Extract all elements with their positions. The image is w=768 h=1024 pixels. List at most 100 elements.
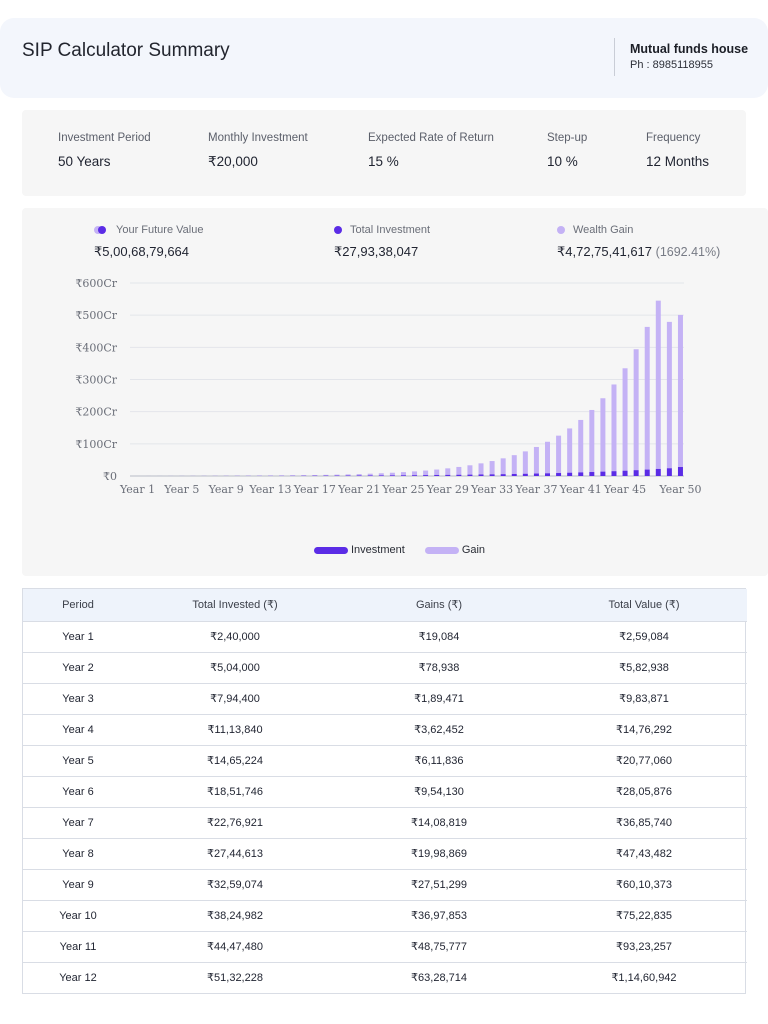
legend-gain-swatch <box>424 546 459 554</box>
cell-gains: ₹1,89,471 <box>337 682 541 714</box>
cell-period: Year 9 <box>23 868 133 900</box>
cell-total-invested: ₹22,76,921 <box>133 806 337 838</box>
bar-investment <box>666 468 672 476</box>
x-tick-label: Year 21 <box>337 483 380 496</box>
table-row: Year 10 ₹38,24,982 ₹36,97,853 ₹75,22,835 <box>23 899 747 931</box>
chart-legend: Investment Gain <box>314 544 485 556</box>
cell-gains: ₹19,084 <box>337 620 541 652</box>
table-row: Year 8 ₹27,44,613 ₹19,98,869 ₹47,43,482 <box>23 837 747 869</box>
bar-gain <box>301 475 307 476</box>
bar-investment <box>511 473 517 476</box>
cell-total-invested: ₹51,32,228 <box>133 961 337 993</box>
bar-investment <box>500 474 506 476</box>
param-label: Step-up <box>547 132 588 144</box>
summary-value: ₹27,93,38,047 <box>334 244 419 259</box>
x-tick-label: Year 45 <box>603 483 646 496</box>
param-value: 50 Years <box>58 154 111 169</box>
cell-total-value: ₹1,14,60,942 <box>541 961 747 993</box>
future-value-dot-icon <box>94 226 106 234</box>
cell-total-invested: ₹14,65,224 <box>133 744 337 776</box>
column-header-gains: Gains (₹) <box>415 599 463 612</box>
cell-period: Year 2 <box>23 651 133 683</box>
param-investment-period: Investment Period 50 Years <box>58 132 151 169</box>
cell-total-invested: ₹11,13,840 <box>133 713 337 745</box>
stacked-bar-chart: ₹0 ₹100Cr ₹200Cr ₹300Cr ₹400Cr ₹500Cr ₹600Cr Ye… <box>75 277 701 496</box>
cell-period: Year 8 <box>23 837 133 869</box>
param-step-up: Step-up 10 % <box>547 132 587 169</box>
bar-gain <box>345 474 351 476</box>
cell-period: Year 4 <box>23 713 133 745</box>
param-value: 12 Months <box>646 154 710 169</box>
param-monthly-investment: Monthly Investment ₹20,000 <box>208 132 308 170</box>
table-row: Year 11 ₹44,47,480 ₹48,75,777 ₹93,23,257 <box>23 930 747 962</box>
input-parameters-panel: Investment Period 50 Years Monthly Inves… <box>22 110 746 196</box>
bar-investment <box>389 475 395 476</box>
cell-total-value: ₹60,10,373 <box>541 868 747 900</box>
x-tick-label: Year 25 <box>381 483 424 496</box>
bar-gain <box>644 326 650 470</box>
fund-house-phone: Ph : 8985118955 <box>630 59 713 71</box>
summary-wealth-gain: Wealth Gain ₹4,72,75,41,617 (1692.41%) <box>557 224 720 260</box>
fund-house-name: Mutual funds house <box>630 42 749 56</box>
summary-label: Your Future Value <box>116 224 204 236</box>
bar-gain <box>434 469 440 475</box>
table-row: Year 7 ₹22,76,921 ₹14,08,819 ₹36,85,740 <box>23 806 747 838</box>
bar-gain <box>412 471 418 476</box>
y-tick-label: ₹0 <box>103 470 117 483</box>
cell-total-invested: ₹5,04,000 <box>133 651 337 683</box>
bar-investment <box>567 472 573 476</box>
bar-investment <box>556 473 562 476</box>
bar-investment <box>522 473 528 476</box>
table-row: Year 5 ₹14,65,224 ₹6,11,836 ₹20,77,060 <box>23 744 747 776</box>
cell-total-value: ₹75,22,835 <box>541 899 747 931</box>
param-value: ₹20,000 <box>208 154 258 169</box>
cell-total-value: ₹14,76,292 <box>541 713 747 745</box>
summary-value: ₹5,00,68,79,664 <box>94 244 190 259</box>
bar-investment <box>400 475 406 476</box>
bar-gain <box>400 472 406 476</box>
bar-investment <box>423 475 429 476</box>
table-row: Year 12 ₹51,32,228 ₹63,28,714 ₹1,14,60,942 <box>23 961 747 993</box>
cell-period: Year 6 <box>23 775 133 807</box>
x-tick-label: Year 17 <box>293 483 336 496</box>
table-row: Year 3 ₹7,94,400 ₹1,89,471 ₹9,83,871 <box>23 682 747 714</box>
column-header-total-invested: Total Invested (₹) <box>192 599 278 612</box>
cell-total-invested: ₹27,44,613 <box>133 837 337 869</box>
cell-period: Year 5 <box>23 744 133 776</box>
bar-investment <box>600 471 606 476</box>
table-row: Year 9 ₹32,59,074 ₹27,51,299 ₹60,10,373 <box>23 868 747 900</box>
bar-gain <box>334 474 340 476</box>
bar-gain <box>312 475 318 476</box>
x-tick-label: Year 29 <box>426 483 469 496</box>
cell-gains: ₹36,97,853 <box>337 899 541 931</box>
cell-total-invested: ₹2,40,000 <box>133 620 337 652</box>
cell-period: Year 12 <box>23 961 133 993</box>
column-header-total-value: Total Value (₹) <box>608 599 680 612</box>
bar-investment <box>412 475 418 476</box>
cell-total-invested: ₹38,24,982 <box>133 899 337 931</box>
bar-gain <box>356 474 362 476</box>
param-label: Monthly Investment <box>208 132 308 144</box>
cell-period: Year 11 <box>23 930 133 962</box>
bar-gain <box>677 314 683 468</box>
bar-gain <box>522 451 528 474</box>
bar-gain <box>578 419 584 473</box>
summary-value: ₹4,72,75,41,617 <box>557 244 653 259</box>
cell-total-value: ₹9,83,871 <box>541 682 747 714</box>
bar-investment <box>378 475 384 476</box>
table-row: Year 1 ₹2,40,000 ₹19,084 ₹2,59,084 <box>23 620 747 652</box>
legend-investment-swatch <box>314 546 348 554</box>
bar-gain <box>533 446 539 474</box>
summary-total-investment: Total Investment ₹27,93,38,047 <box>334 224 430 260</box>
cell-gains: ₹19,98,869 <box>337 837 541 869</box>
bar-investment <box>489 474 495 476</box>
bar-gain <box>589 409 595 473</box>
bar-gain <box>633 349 639 471</box>
bar-gain <box>500 458 506 475</box>
bar-investment <box>578 472 584 476</box>
legend-gain-label: Gain <box>461 544 486 556</box>
bar-gain <box>423 470 429 476</box>
report-header: SIP Calculator Summary Mutual funds hous… <box>0 18 768 98</box>
cell-period: Year 1 <box>23 620 133 652</box>
bar-gain <box>655 300 661 469</box>
